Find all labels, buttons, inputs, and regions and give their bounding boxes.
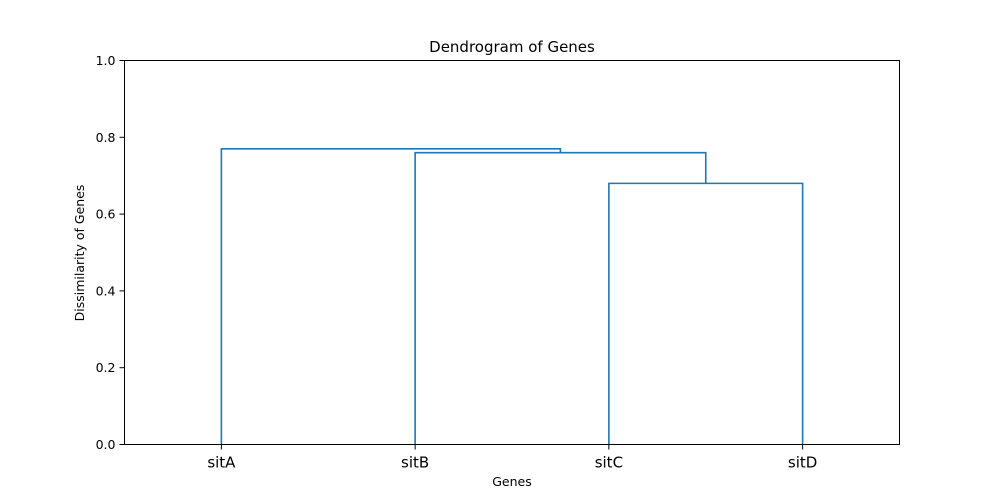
leaf-label: sitD	[788, 454, 817, 472]
dendrogram-link	[608, 182, 804, 445]
x-axis-ticks: sitA sitB sitC sitD	[207, 444, 817, 472]
chart-title: Dendrogram of Genes	[429, 38, 595, 56]
y-axis-ticks: 0.0 0.2 0.4 0.6 0.8 1.0	[96, 53, 125, 452]
plot-frame	[124, 60, 900, 445]
y-tick-label: 0.0	[96, 437, 116, 452]
dendrogram-links	[220, 148, 804, 445]
x-axis-label: Genes	[492, 474, 532, 489]
leaf-label: sitC	[595, 454, 623, 472]
y-tick-label: 0.2	[96, 360, 116, 375]
y-tick-label: 0.4	[96, 283, 116, 298]
dendrogram-link	[220, 148, 562, 445]
y-tick-label: 0.6	[96, 207, 116, 222]
y-axis-label: Dissimilarity of Genes	[72, 185, 87, 322]
leaf-label: sitA	[207, 454, 236, 472]
dendrogram-link	[414, 151, 707, 445]
leaf-label: sitB	[401, 454, 429, 472]
y-tick-label: 1.0	[96, 53, 116, 68]
y-tick-label: 0.8	[96, 130, 116, 145]
